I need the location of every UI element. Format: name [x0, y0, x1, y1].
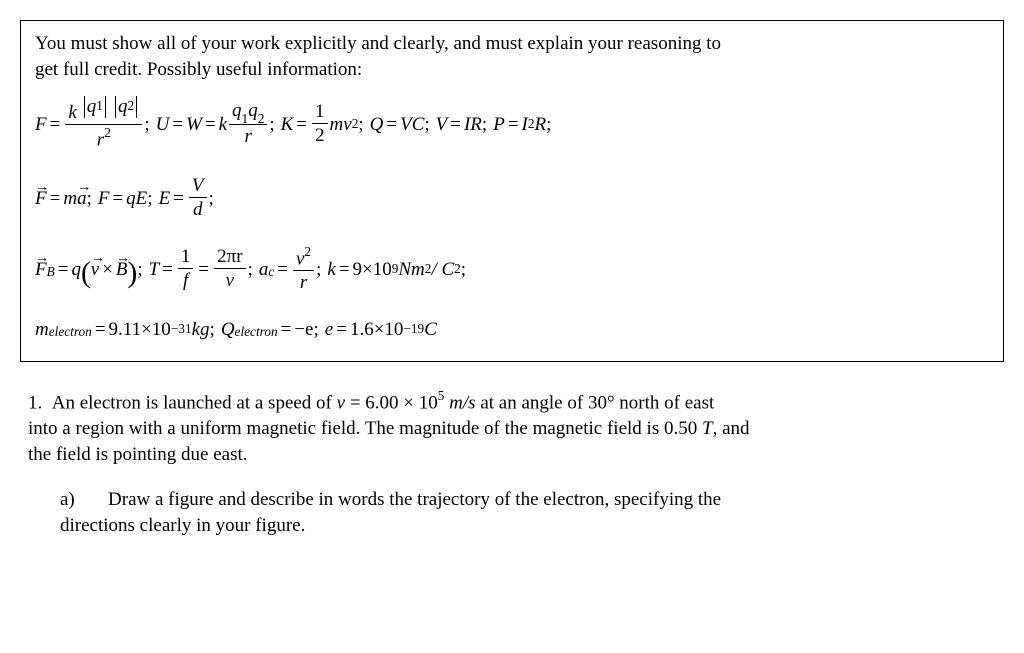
intro-line-1: You must show all of your work explicitl… — [35, 33, 721, 54]
q1-text-b: at an angle of 30° north of east — [476, 392, 715, 413]
period-fraction-1: 1 f — [178, 246, 194, 294]
part-a-label: a) — [60, 489, 75, 510]
part-a-text-2: directions clearly in your figure. — [60, 515, 305, 536]
useful-info-box: You must show all of your work explicitl… — [20, 20, 1004, 362]
question-1-part-a: a) Draw a figure and describe in words t… — [60, 487, 996, 538]
potential-energy-fraction: q1q2 r — [229, 100, 267, 150]
q1-text-a: An electron is launched at a speed of — [52, 392, 337, 413]
intro-line-2: get full credit. Possibly useful informa… — [35, 59, 362, 80]
instructions-text: You must show all of your work explicitl… — [35, 31, 989, 82]
part-a-text-1: Draw a figure and describe in words the … — [108, 489, 721, 510]
half-fraction: 1 2 — [312, 101, 328, 149]
efield-fraction: V d — [189, 175, 207, 223]
formula-row-2: F = ma; F = qE; E = V d ; — [35, 175, 989, 223]
centripetal-fraction: v2 r — [293, 245, 314, 296]
q1-line3: the field is pointing due east. — [28, 444, 248, 465]
vec-FB: F — [35, 257, 47, 283]
formula-row-4: melectron = 9.11×10−31kg; Qelectron = −e… — [35, 317, 989, 343]
period-fraction-2: 2πr v — [214, 246, 245, 294]
formula-row-3: FB = q (v × B); T = 1 f = 2πr v ; ac = v… — [35, 245, 989, 296]
vec-F: F — [35, 186, 47, 212]
coulomb-force-fraction: k q1 q2 r2 — [65, 96, 142, 153]
q1-line2: into a region with a uniform magnetic fi… — [28, 418, 702, 439]
question-1: 1. An electron is launched at a speed of… — [28, 388, 996, 467]
sym-F: F — [35, 112, 47, 138]
question-number: 1. — [28, 392, 42, 413]
formula-row-1: F = k q1 q2 r2 ; U = W = k q1q2 — [35, 96, 989, 153]
